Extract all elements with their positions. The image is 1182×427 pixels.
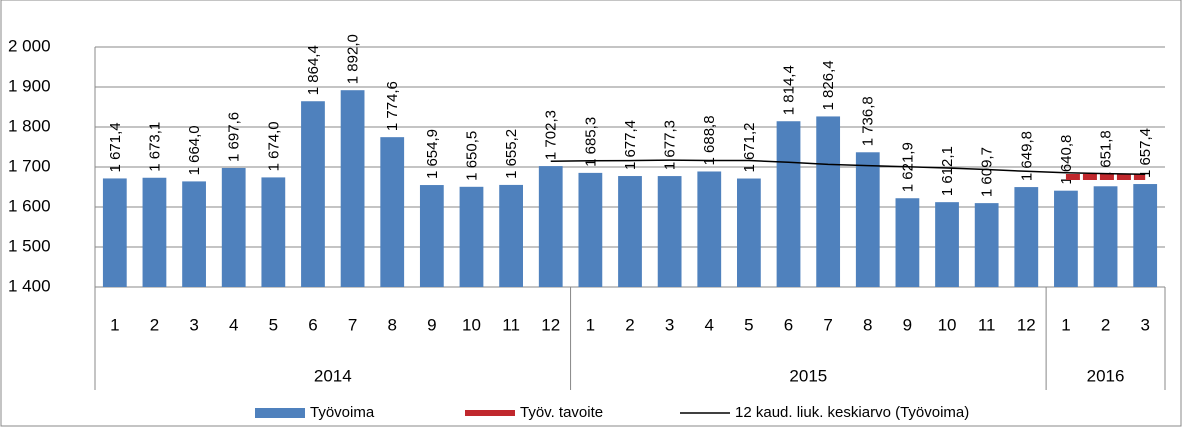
x-tick-label: 11 — [502, 315, 520, 334]
x-tick-label: 3 — [189, 315, 198, 334]
value-label: 1 650,5 — [463, 131, 480, 181]
group-label: 2015 — [789, 366, 827, 385]
x-tick-label: 7 — [823, 315, 832, 334]
x-tick-label: 6 — [308, 315, 317, 334]
value-label: 1 685,3 — [582, 117, 599, 167]
x-tick-label: 3 — [665, 315, 674, 334]
x-tick-label: 9 — [903, 315, 912, 334]
bar — [102, 178, 127, 287]
y-tick-label: 1 700 — [8, 156, 51, 175]
x-tick-label: 8 — [863, 315, 872, 334]
legend-label: Työv. tavoite — [520, 404, 603, 421]
bar — [182, 181, 206, 287]
bar — [499, 184, 523, 287]
x-tick-label: 2 — [150, 315, 159, 334]
value-label: 1 892,0 — [345, 34, 362, 84]
bar — [1014, 187, 1039, 287]
value-label: 1 826,4 — [820, 60, 837, 110]
x-tick-label: 4 — [229, 315, 238, 334]
bar — [776, 121, 801, 288]
bar — [618, 176, 642, 287]
x-tick-label: 6 — [784, 315, 793, 334]
bar — [974, 203, 999, 287]
value-label: 1 864,4 — [305, 45, 322, 95]
value-label: 1 677,3 — [662, 120, 679, 170]
y-tick-label: 2 000 — [8, 36, 51, 55]
bar — [1093, 186, 1118, 287]
x-tick-label: 5 — [269, 315, 278, 334]
y-tick-label: 1 900 — [8, 76, 51, 95]
y-tick-label: 1 600 — [8, 196, 51, 215]
bar — [855, 152, 880, 287]
x-tick-label: 1 — [110, 315, 119, 334]
bar — [301, 101, 325, 288]
bar — [816, 116, 841, 287]
value-label: 1 673,1 — [146, 122, 163, 172]
legend-swatch — [255, 408, 305, 418]
bar — [419, 185, 444, 287]
bar — [895, 198, 920, 287]
bar — [380, 137, 405, 287]
bar — [578, 172, 603, 287]
bar — [142, 177, 167, 287]
value-label: 1 814,4 — [780, 65, 797, 115]
x-tick-label: 3 — [1140, 315, 1149, 334]
bar — [935, 202, 959, 287]
value-label: 1 612,1 — [939, 146, 956, 196]
value-label: 1 736,8 — [860, 96, 877, 146]
group-label: 2016 — [1087, 366, 1125, 385]
value-label: 1 655,2 — [503, 129, 520, 179]
y-tick-label: 1 400 — [8, 276, 51, 295]
value-label: 1 702,3 — [543, 110, 560, 160]
value-label: 1 671,2 — [741, 122, 758, 172]
x-tick-label: 10 — [938, 315, 957, 334]
x-tick-label: 7 — [348, 315, 357, 334]
value-label: 1 651,8 — [1098, 130, 1115, 180]
legend-label: 12 kaud. liuk. keskiarvo (Työvoima) — [735, 404, 969, 421]
value-label: 1 688,8 — [701, 115, 718, 165]
x-tick-label: 8 — [387, 315, 396, 334]
y-tick-label: 1 500 — [8, 236, 51, 255]
x-tick-label: 1 — [586, 315, 595, 334]
bar — [697, 171, 722, 287]
bar — [657, 176, 682, 287]
value-label: 1 774,6 — [384, 81, 401, 131]
bar — [1133, 184, 1158, 287]
value-label: 1 677,4 — [622, 120, 639, 170]
x-tick-label: 2 — [625, 315, 634, 334]
x-tick-label: 5 — [744, 315, 753, 334]
bar — [737, 178, 761, 287]
bar — [538, 166, 563, 287]
value-label: 1 697,6 — [226, 112, 243, 162]
value-label: 1 671,4 — [107, 122, 124, 172]
value-label: 1 664,0 — [186, 125, 203, 175]
x-tick-label: 11 — [978, 315, 996, 334]
bar — [340, 90, 365, 287]
value-label: 1 649,8 — [1018, 131, 1035, 181]
moving-average-line — [550, 159, 1146, 176]
x-tick-label: 12 — [1017, 315, 1036, 334]
bar — [221, 167, 246, 287]
legend-label: Työvoima — [310, 404, 375, 421]
value-label: 1 674,0 — [265, 121, 282, 171]
group-label: 2014 — [314, 366, 352, 385]
bar — [1054, 190, 1078, 287]
value-label: 1 654,9 — [424, 129, 441, 179]
x-tick-label: 12 — [541, 315, 560, 334]
x-tick-label: 1 — [1061, 315, 1070, 334]
x-tick-label: 9 — [427, 315, 436, 334]
bar — [261, 177, 286, 287]
x-tick-label: 2 — [1101, 315, 1110, 334]
value-label: 1 609,7 — [979, 147, 996, 197]
x-tick-label: 4 — [705, 315, 714, 334]
y-tick-label: 1 800 — [8, 116, 51, 135]
x-tick-label: 10 — [462, 315, 481, 334]
bar — [459, 186, 484, 287]
value-label: 1 657,4 — [1137, 128, 1154, 178]
